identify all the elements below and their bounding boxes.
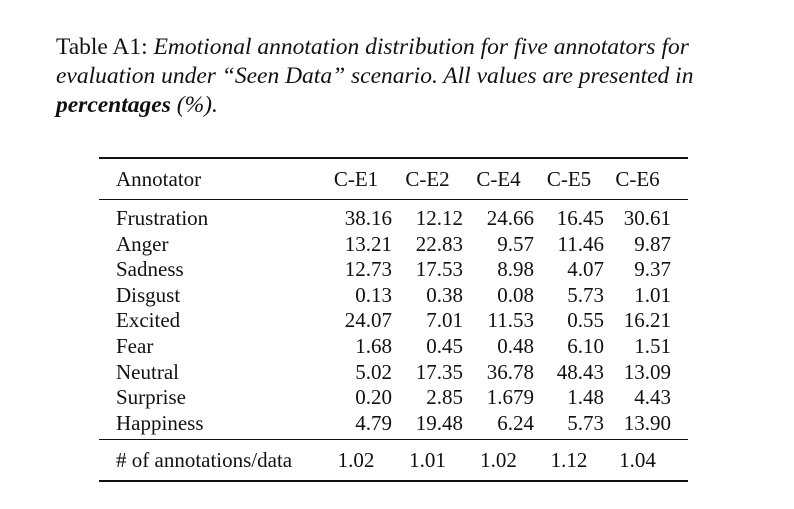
cell-value: 6.10 xyxy=(567,333,604,358)
cell-value: 24.07 xyxy=(344,308,392,333)
cell-value: 1.68 xyxy=(355,333,392,358)
cell-value: 0.48 xyxy=(497,333,534,358)
cell-value: 12.12 xyxy=(415,206,463,230)
cell-value: 9.87 xyxy=(634,231,671,256)
caption-bold-text: percentages xyxy=(56,92,171,118)
cell-value: 1.51 xyxy=(634,333,671,358)
header-col-ce1: C-E1 xyxy=(320,157,392,200)
table-row: Happiness 4.79 19.48 6.24 5.73 13.90 xyxy=(99,411,688,440)
table-row: Neutral 5.02 17.35 36.78 48.43 13.09 xyxy=(99,360,688,386)
row-label: Sadness xyxy=(116,257,184,282)
table-row: Surprise 0.20 2.85 1.679 1.48 4.43 xyxy=(99,385,688,411)
footer-value: 1.01 xyxy=(392,439,463,483)
cell-value: 1.48 xyxy=(567,385,604,410)
header-col-ce2: C-E2 xyxy=(392,157,463,200)
footer-value: 1.04 xyxy=(604,439,688,483)
row-label: Anger xyxy=(116,231,169,256)
row-label: Surprise xyxy=(116,385,186,410)
caption-tail: (%). xyxy=(170,92,218,118)
cell-value: 36.78 xyxy=(486,359,534,384)
row-label: Neutral xyxy=(116,359,179,384)
cell-value: 38.16 xyxy=(344,206,392,230)
cell-value: 1.679 xyxy=(486,385,534,410)
row-label: Disgust xyxy=(116,282,181,307)
cell-value: 17.53 xyxy=(415,257,463,282)
annotation-distribution-table: Annotator C-E1 C-E2 C-E4 C-E5 C-E6 Frust… xyxy=(99,157,688,483)
cell-value: 24.66 xyxy=(486,206,534,230)
cell-value: 0.55 xyxy=(567,308,604,333)
cell-value: 11.53 xyxy=(487,308,534,333)
table-row: Anger 13.21 22.83 9.57 11.46 9.87 xyxy=(99,232,688,258)
cell-value: 4.79 xyxy=(355,410,392,435)
cell-value: 12.73 xyxy=(344,257,392,282)
cell-value: 5.73 xyxy=(567,282,604,307)
footer-value: 1.02 xyxy=(320,439,392,483)
cell-value: 16.45 xyxy=(556,206,604,230)
cell-value: 0.38 xyxy=(426,282,463,307)
footer-value: 1.02 xyxy=(463,439,534,483)
cell-value: 1.01 xyxy=(634,282,671,307)
row-label: Fear xyxy=(116,333,154,358)
cell-value: 13.90 xyxy=(623,410,671,435)
caption-label: Table A1: xyxy=(56,34,148,60)
cell-value: 16.21 xyxy=(623,308,671,333)
table-header-row: Annotator C-E1 C-E2 C-E4 C-E5 C-E6 xyxy=(99,157,688,200)
header-col-ce5: C-E5 xyxy=(534,157,604,200)
cell-value: 5.02 xyxy=(355,359,392,384)
footer-label: # of annotations/data xyxy=(99,439,320,483)
cell-value: 2.85 xyxy=(426,385,463,410)
table-row: Excited 24.07 7.01 11.53 0.55 16.21 xyxy=(99,308,688,334)
cell-value: 11.46 xyxy=(557,231,604,256)
cell-value: 9.57 xyxy=(497,231,534,256)
cell-value: 13.21 xyxy=(344,231,392,256)
table-row: Frustration 38.16 12.12 24.66 16.45 30.6… xyxy=(99,200,688,232)
footer-value: 1.12 xyxy=(534,439,604,483)
table-row: Sadness 12.73 17.53 8.98 4.07 9.37 xyxy=(99,257,688,283)
cell-value: 9.37 xyxy=(634,257,671,282)
cell-value: 48.43 xyxy=(556,359,604,384)
cell-value: 0.20 xyxy=(355,385,392,410)
cell-value: 8.98 xyxy=(497,257,534,282)
row-label: Excited xyxy=(116,308,181,333)
row-label: Happiness xyxy=(116,410,204,435)
cell-value: 17.35 xyxy=(415,359,463,384)
cell-value: 19.48 xyxy=(415,410,463,435)
cell-value: 7.01 xyxy=(426,308,463,333)
table-row: Fear 1.68 0.45 0.48 6.10 1.51 xyxy=(99,334,688,360)
table-row: Disgust 0.13 0.38 0.08 5.73 1.01 xyxy=(99,283,688,309)
table-caption: Table A1: Emotional annotation distribut… xyxy=(56,33,756,120)
header-annotator: Annotator xyxy=(99,157,320,200)
table-footer-row: # of annotations/data 1.02 1.01 1.02 1.1… xyxy=(99,439,688,483)
cell-value: 0.45 xyxy=(426,333,463,358)
cell-value: 4.43 xyxy=(634,385,671,410)
cell-value: 6.24 xyxy=(497,410,534,435)
row-label: Frustration xyxy=(116,206,209,230)
cell-value: 0.13 xyxy=(355,282,392,307)
caption-text: Emotional annotation distribution for fi… xyxy=(56,34,694,89)
header-col-ce4: C-E4 xyxy=(463,157,534,200)
cell-value: 5.73 xyxy=(567,410,604,435)
cell-value: 13.09 xyxy=(623,359,671,384)
cell-value: 30.61 xyxy=(623,206,671,230)
cell-value: 22.83 xyxy=(415,231,463,256)
cell-value: 0.08 xyxy=(497,282,534,307)
header-col-ce6: C-E6 xyxy=(604,157,688,200)
cell-value: 4.07 xyxy=(567,257,604,282)
